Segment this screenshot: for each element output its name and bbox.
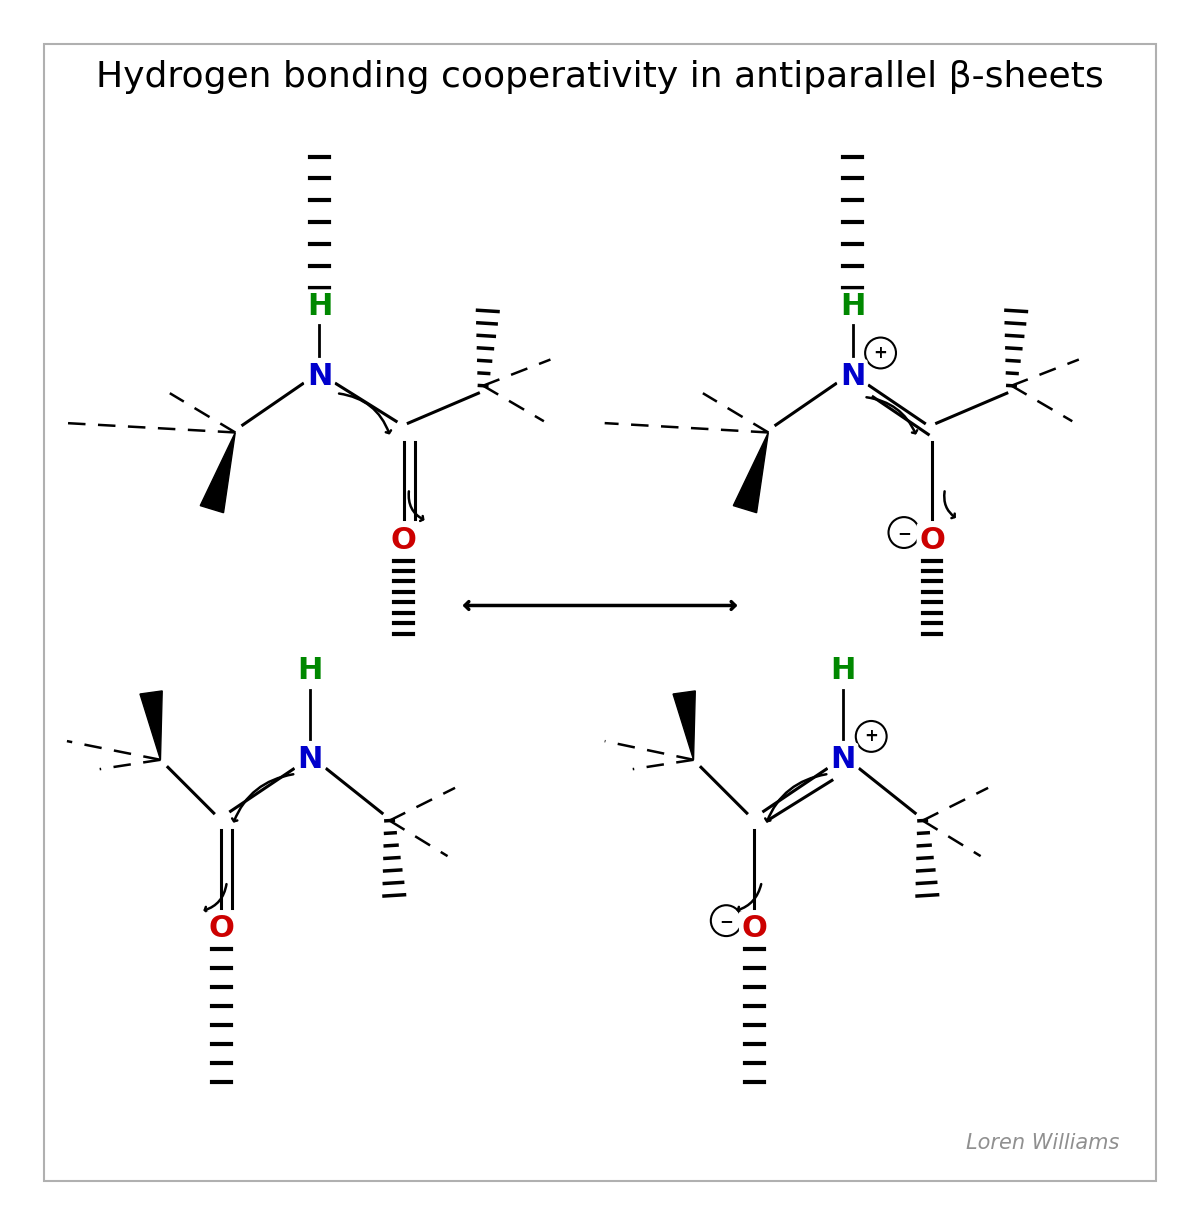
Text: O: O [742,914,767,942]
Text: H: H [840,292,865,321]
Text: N: N [830,745,856,774]
Text: O: O [391,526,416,555]
Text: H: H [307,292,332,321]
Polygon shape [140,691,162,760]
Text: +: + [864,728,878,746]
Text: N: N [307,361,332,391]
Text: −: − [898,523,911,541]
Text: O: O [209,914,234,942]
Text: +: + [874,344,888,361]
FancyBboxPatch shape [43,44,1157,1181]
Text: N: N [298,745,323,774]
Text: O: O [919,526,944,555]
Text: N: N [840,361,865,391]
Text: H: H [830,657,856,686]
Text: H: H [298,657,323,686]
Text: Loren Williams: Loren Williams [966,1133,1120,1153]
Text: −: − [719,911,733,930]
Polygon shape [733,432,768,513]
Polygon shape [673,691,695,760]
Text: Hydrogen bonding cooperativity in antiparallel β-sheets: Hydrogen bonding cooperativity in antipa… [96,60,1104,94]
Polygon shape [200,432,235,513]
